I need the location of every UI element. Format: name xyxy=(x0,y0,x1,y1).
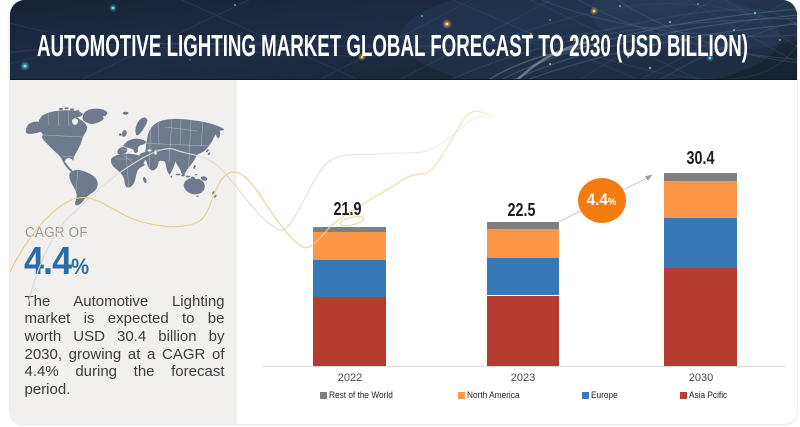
svg-text:AUTOMOTIVE LIGHTING MARKET GLO: AUTOMOTIVE LIGHTING MARKET GLOBAL FORECA… xyxy=(37,29,748,63)
